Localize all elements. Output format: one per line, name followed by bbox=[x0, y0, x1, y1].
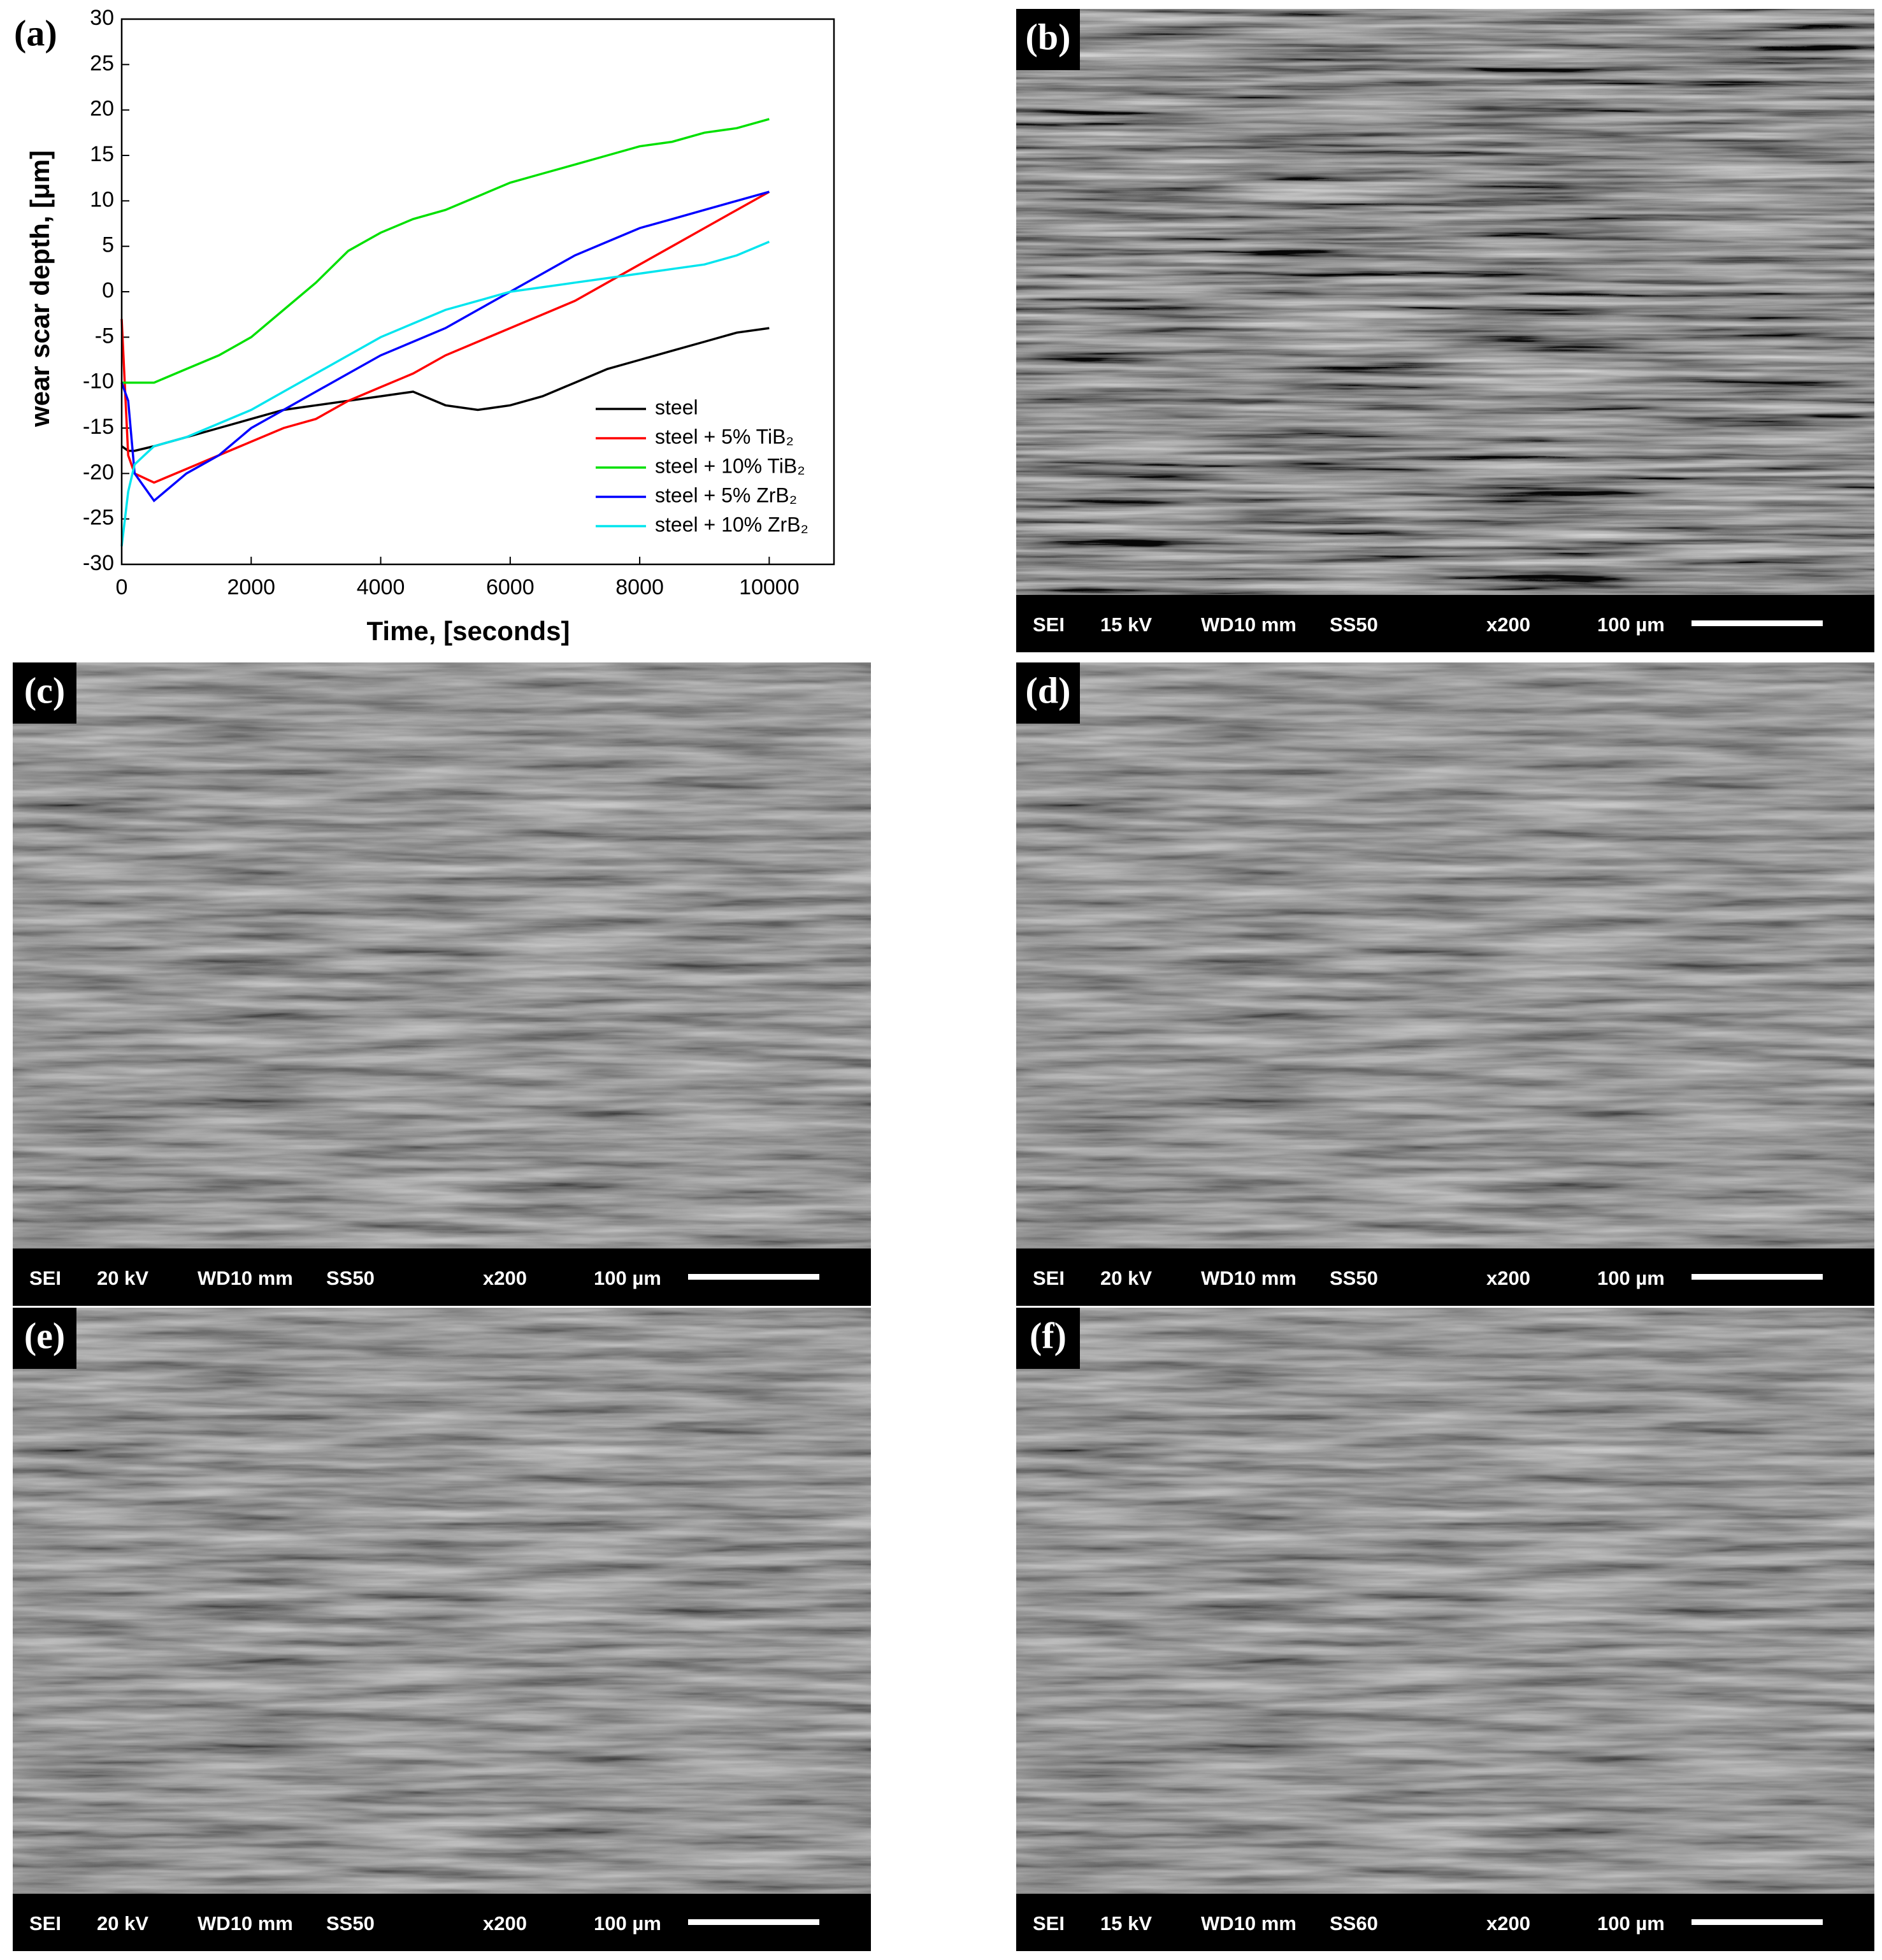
panel-label: (e) bbox=[24, 1315, 65, 1356]
x-tick-label: 10000 bbox=[739, 575, 800, 599]
sem-panel: SEI 20 kV WD10 mm SS50 x200 100 µm (d) bbox=[1016, 662, 1874, 1306]
y-tick-label: -30 bbox=[83, 551, 114, 575]
line-series bbox=[120, 240, 770, 547]
label-box bbox=[1016, 1308, 1080, 1369]
legend-label: steel + 5% ZrB₂ bbox=[655, 483, 797, 506]
x-tick-label: 4000 bbox=[357, 575, 405, 599]
sem-image bbox=[13, 662, 871, 1248]
y-tick-label: 5 bbox=[102, 233, 114, 257]
panel-label: (b) bbox=[1026, 16, 1071, 57]
plot-frame bbox=[120, 18, 835, 566]
x-tick-label: 2000 bbox=[227, 575, 275, 599]
x-axis-title: Time, [seconds] bbox=[367, 616, 570, 646]
y-tick-label: 0 bbox=[102, 278, 114, 303]
info-text: 20 kV bbox=[1100, 1267, 1152, 1289]
x-tick-label: 8000 bbox=[615, 575, 664, 599]
x-tick-label: 6000 bbox=[486, 575, 535, 599]
info-text: 100 µm bbox=[1597, 613, 1665, 636]
y-tick-label: -5 bbox=[95, 324, 114, 348]
y-tick-label: -20 bbox=[83, 460, 114, 484]
line-series bbox=[120, 190, 770, 484]
legend-label: steel + 10% ZrB₂ bbox=[655, 513, 808, 536]
panel-label: (a) bbox=[14, 12, 57, 54]
y-tick-label: -25 bbox=[83, 506, 114, 530]
panel-label: (c) bbox=[24, 669, 65, 711]
label-box bbox=[13, 1308, 76, 1369]
sem-image bbox=[1016, 9, 1874, 595]
sem-image bbox=[13, 1308, 871, 1894]
line-series bbox=[120, 190, 770, 503]
info-text: SEI bbox=[1033, 613, 1065, 636]
sem-panel: SEI 20 kV WD10 mm SS50 x200 100 µm (e) bbox=[13, 1308, 871, 1951]
info-text: 100 µm bbox=[594, 1912, 661, 1935]
sem-panel: SEI 15 kV WD10 mm SS50 x200 100 µm (b) bbox=[1016, 9, 1874, 652]
info-text: SS50 bbox=[1330, 613, 1378, 636]
info-text: SEI bbox=[1033, 1912, 1065, 1935]
label-box bbox=[13, 662, 76, 724]
info-text: SEI bbox=[29, 1912, 61, 1935]
legend-label: steel + 5% TiB₂ bbox=[655, 425, 794, 448]
info-text: x200 bbox=[483, 1267, 527, 1289]
info-text: 100 µm bbox=[594, 1267, 661, 1289]
y-tick-label: -10 bbox=[83, 369, 114, 394]
info-text: WD10 mm bbox=[1201, 1267, 1297, 1289]
info-text: 15 kV bbox=[1100, 1912, 1152, 1935]
y-tick-label: 25 bbox=[90, 51, 114, 75]
info-text: 100 µm bbox=[1597, 1267, 1665, 1289]
info-text: SEI bbox=[1033, 1267, 1065, 1289]
panel-label: (f) bbox=[1030, 1315, 1067, 1356]
info-text: x200 bbox=[1486, 1912, 1530, 1935]
info-text: SEI bbox=[29, 1267, 61, 1289]
sem-image bbox=[1016, 1308, 1874, 1894]
y-tick-label: 15 bbox=[90, 142, 114, 166]
y-tick-label: 20 bbox=[90, 97, 114, 121]
info-text: WD10 mm bbox=[198, 1267, 293, 1289]
info-text: 20 kV bbox=[97, 1912, 148, 1935]
label-box bbox=[1016, 662, 1080, 724]
y-tick-label: -15 bbox=[83, 415, 114, 439]
info-text: 100 µm bbox=[1597, 1912, 1665, 1935]
panel-label: (d) bbox=[1026, 669, 1071, 711]
scale-bar bbox=[688, 1274, 819, 1280]
sem-panel: SEI 20 kV WD10 mm SS50 x200 100 µm (c) bbox=[13, 662, 871, 1306]
legend-label: steel bbox=[655, 396, 698, 418]
info-text: x200 bbox=[1486, 1267, 1530, 1289]
info-text: 15 kV bbox=[1100, 613, 1152, 636]
y-tick-label: 30 bbox=[90, 6, 114, 30]
y-axis-title: wear scar depth, [μm] bbox=[25, 150, 55, 427]
info-text: WD10 mm bbox=[1201, 613, 1297, 636]
info-text: SS50 bbox=[326, 1912, 375, 1935]
info-text: SS50 bbox=[326, 1267, 375, 1289]
y-tick-label: 10 bbox=[90, 187, 114, 211]
scale-bar bbox=[1692, 1919, 1823, 1925]
scale-bar bbox=[1692, 1274, 1823, 1280]
scale-bar bbox=[1692, 620, 1823, 626]
info-text: WD10 mm bbox=[198, 1912, 293, 1935]
legend-label: steel + 10% TiB₂ bbox=[655, 454, 805, 477]
info-text: x200 bbox=[483, 1912, 527, 1935]
x-tick-label: 0 bbox=[116, 575, 128, 599]
scale-bar bbox=[688, 1919, 819, 1925]
sem-image bbox=[1016, 662, 1874, 1248]
label-box bbox=[1016, 9, 1080, 70]
info-text: WD10 mm bbox=[1201, 1912, 1297, 1935]
info-text: SS60 bbox=[1330, 1912, 1378, 1935]
line-series bbox=[122, 118, 770, 384]
sem-panel: SEI 15 kV WD10 mm SS60 x200 100 µm (f) bbox=[1016, 1308, 1874, 1951]
info-text: 20 kV bbox=[97, 1267, 148, 1289]
info-text: SS50 bbox=[1330, 1267, 1378, 1289]
info-text: x200 bbox=[1486, 613, 1530, 636]
